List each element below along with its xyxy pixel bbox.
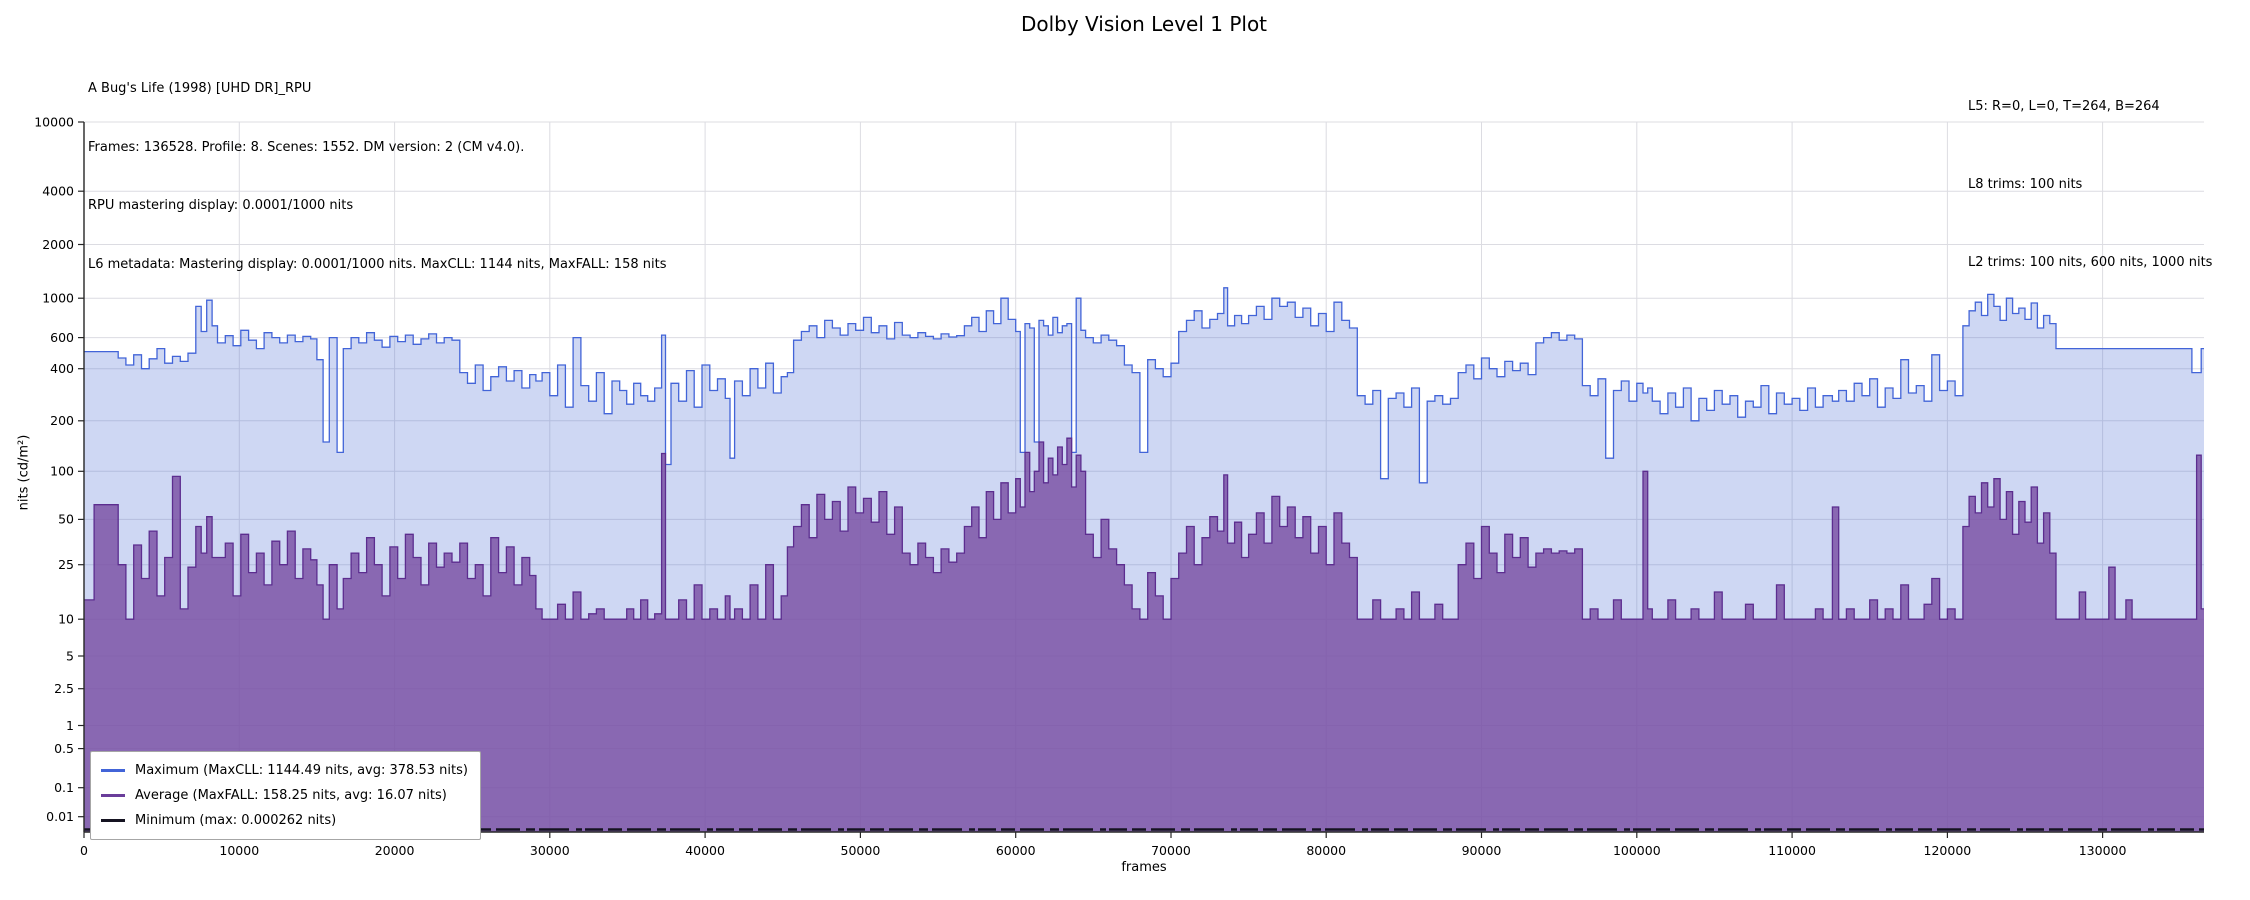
svg-text:110000: 110000	[1768, 843, 1816, 858]
legend-row-minimum: Minimum (max: 0.000262 nits)	[101, 808, 468, 833]
svg-text:50: 50	[58, 512, 74, 527]
svg-text:600: 600	[50, 330, 74, 345]
legend: Maximum (MaxCLL: 1144.49 nits, avg: 378.…	[90, 751, 481, 840]
svg-text:50000: 50000	[841, 843, 881, 858]
svg-text:1: 1	[66, 718, 74, 733]
legend-row-average: Average (MaxFALL: 158.25 nits, avg: 16.0…	[101, 783, 468, 808]
minimum-line-swatch	[101, 819, 125, 822]
svg-text:120000: 120000	[1924, 843, 1972, 858]
trims-block: L5: R=0, L=0, T=264, B=264 L8 trims: 100…	[1968, 42, 2212, 328]
svg-text:10: 10	[58, 612, 74, 627]
svg-text:2000: 2000	[42, 237, 74, 252]
svg-text:100: 100	[50, 464, 74, 479]
svg-text:40000: 40000	[685, 843, 725, 858]
svg-text:400: 400	[50, 361, 74, 376]
l2-trims: L2 trims: 100 nits, 600 nits, 1000 nits	[1968, 255, 2213, 270]
l8-trims: L8 trims: 100 nits	[1968, 177, 2083, 192]
source-title: A Bug's Life (1998) [UHD DR]_RPU	[88, 81, 312, 96]
svg-text:80000: 80000	[1306, 843, 1346, 858]
average-series	[84, 437, 2204, 832]
svg-text:5: 5	[66, 648, 74, 663]
svg-text:200: 200	[50, 413, 74, 428]
svg-text:0: 0	[80, 843, 88, 858]
svg-text:90000: 90000	[1462, 843, 1502, 858]
x-axis-label: frames	[1121, 860, 1167, 875]
page-title: Dolby Vision Level 1 Plot	[1020, 12, 1268, 36]
legend-label-minimum: Minimum (max: 0.000262 nits)	[135, 813, 337, 828]
svg-text:70000: 70000	[1151, 843, 1191, 858]
svg-text:4000: 4000	[42, 184, 74, 199]
y-axis-ticks: 10000 4000 2000 1000 600 400 200 100 50 25 10 5 2.5 1…	[34, 114, 84, 824]
legend-label-maximum: Maximum (MaxCLL: 1144.49 nits, avg: 378.…	[135, 763, 468, 778]
svg-text:20000: 20000	[375, 843, 415, 858]
y-axis-label: nits (cd/m²)	[16, 434, 32, 511]
rpu-mastering-info: RPU mastering display: 0.0001/1000 nits	[88, 198, 354, 213]
svg-text:60000: 60000	[996, 843, 1036, 858]
l5-trims: L5: R=0, L=0, T=264, B=264	[1968, 99, 2160, 114]
l6-metadata-info: L6 metadata: Mastering display: 0.0001/1…	[88, 256, 667, 272]
svg-text:2.5: 2.5	[54, 681, 74, 696]
svg-text:30000: 30000	[530, 843, 570, 858]
svg-text:0.5: 0.5	[54, 741, 74, 756]
frames-profile-info: Frames: 136528. Profile: 8. Scenes: 1552…	[88, 139, 525, 155]
svg-text:25: 25	[58, 557, 74, 572]
legend-label-average: Average (MaxFALL: 158.25 nits, avg: 16.0…	[135, 788, 447, 803]
average-line-swatch	[101, 794, 125, 797]
svg-text:0.01: 0.01	[46, 809, 74, 824]
svg-text:100000: 100000	[1613, 843, 1661, 858]
x-axis-ticks: 0 10000 20000 30000 40000 50000 60000 70000 8000…	[80, 832, 2127, 858]
svg-text:1000: 1000	[42, 291, 74, 306]
maximum-line-swatch	[101, 769, 125, 772]
svg-text:10000: 10000	[34, 114, 74, 129]
legend-row-maximum: Maximum (MaxCLL: 1144.49 nits, avg: 378.…	[101, 758, 468, 783]
svg-text:10000: 10000	[219, 843, 259, 858]
metadata-block: A Bug's Life (1998) [UHD DR]_RPU Frames:…	[88, 40, 666, 313]
svg-text:0.1: 0.1	[54, 780, 74, 795]
svg-text:130000: 130000	[2079, 843, 2127, 858]
